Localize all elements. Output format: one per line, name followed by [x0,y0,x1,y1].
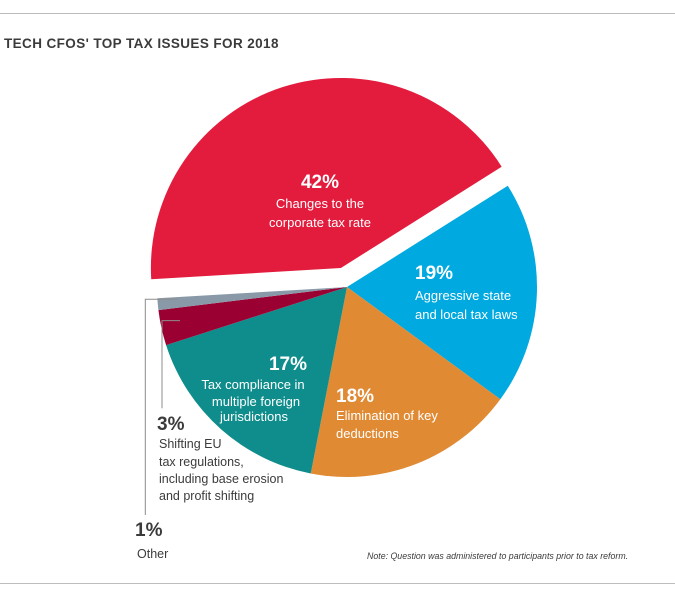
svg-text:17%: 17% [269,354,307,375]
svg-text:corporate tax rate: corporate tax rate [269,215,371,230]
svg-text:and profit shifting: and profit shifting [159,489,254,503]
svg-text:Tax compliance in: Tax compliance in [201,377,304,392]
svg-text:Aggressive state: Aggressive state [415,288,511,303]
svg-text:multiple foreign: multiple foreign [212,394,300,409]
svg-text:deductions: deductions [336,426,399,441]
svg-text:tax regulations,: tax regulations, [159,455,244,469]
svg-text:1%: 1% [135,520,163,541]
svg-text:19%: 19% [415,263,453,284]
svg-text:3%: 3% [157,414,185,435]
svg-text:18%: 18% [336,386,374,407]
svg-text:and local tax laws: and local tax laws [415,307,518,322]
svg-text:42%: 42% [301,172,339,193]
svg-text:Other: Other [137,547,168,561]
svg-text:jurisdictions: jurisdictions [219,409,288,424]
svg-text:including base erosion: including base erosion [159,472,283,486]
svg-text:Elimination of key: Elimination of key [336,408,438,423]
svg-text:Shifting EU: Shifting EU [159,437,222,451]
svg-text:Changes to the: Changes to the [276,196,364,211]
